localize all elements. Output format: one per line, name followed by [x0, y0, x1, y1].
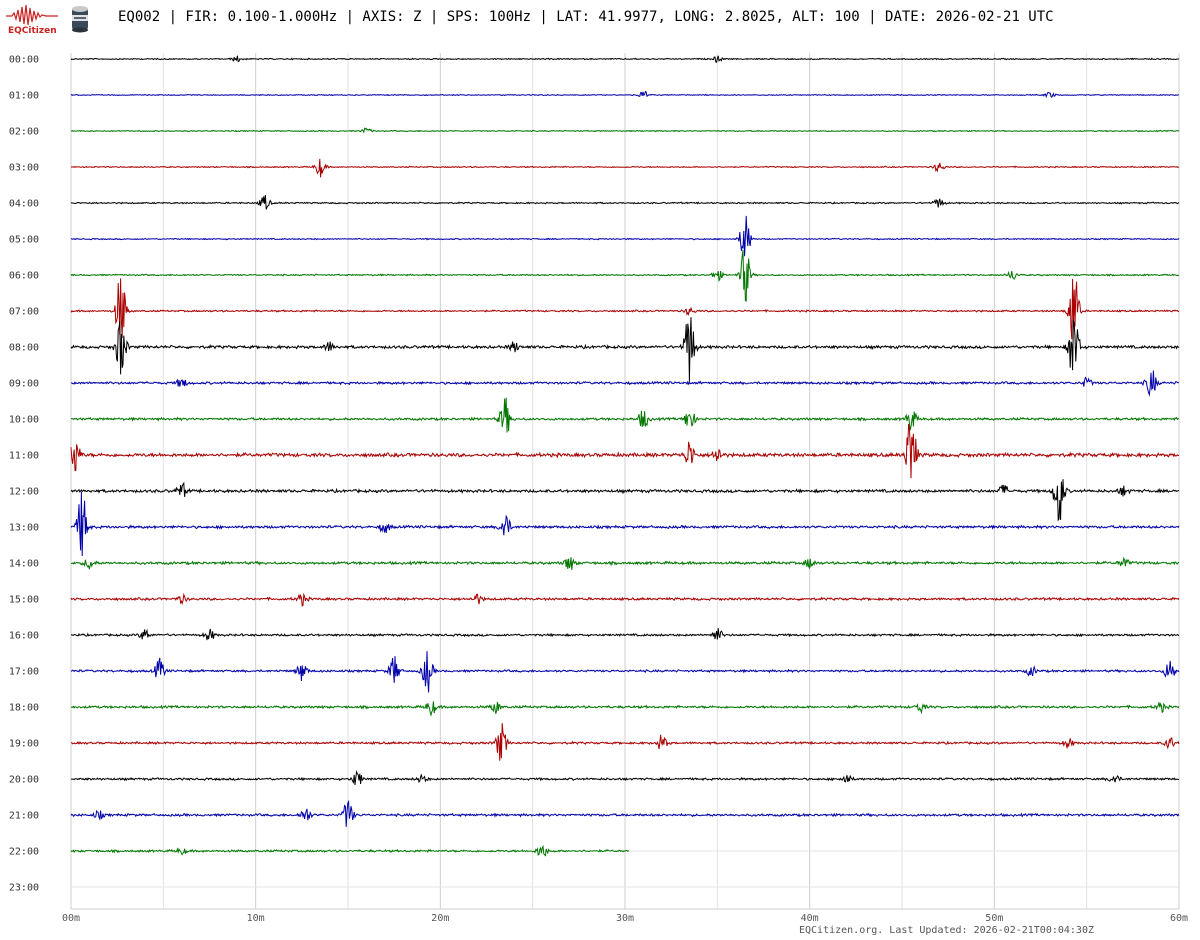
trace-1400: [70, 556, 1180, 570]
hour-label: 04:00: [9, 199, 39, 210]
hour-label: 08:00: [9, 343, 39, 354]
trace-2000: [70, 770, 1180, 785]
x-tick-label: 50m: [985, 913, 1003, 924]
hour-label: 19:00: [9, 739, 39, 750]
hour-label: 17:00: [9, 667, 39, 678]
hour-label: 18:00: [9, 703, 39, 714]
hour-label: 00:00: [9, 55, 39, 66]
trace-0600: [70, 249, 1180, 302]
x-tick-label: 00m: [62, 913, 80, 924]
hour-label: 09:00: [9, 379, 39, 390]
trace-2100: [70, 799, 1180, 827]
minute-labels: 00m 10m 20m 30m 40m 50m 60m: [62, 913, 1188, 924]
trace-1100: [70, 423, 1180, 479]
trace-0200: [70, 127, 1180, 134]
seismometer-device-icon: [72, 6, 88, 33]
logo-text: EQCitizen: [8, 26, 57, 36]
eqcitizen-logo: EQCitizen: [6, 4, 58, 36]
trace-1500: [70, 592, 1180, 607]
hour-label: 14:00: [9, 559, 39, 570]
hour-labels: 00:00 01:00 02:00 03:00 04:00 05:00 06:00 07:00…: [9, 55, 39, 894]
trace-1000: [70, 397, 1179, 433]
trace-0400: [70, 194, 1180, 210]
hour-label: 15:00: [9, 595, 39, 606]
trace-1200: [70, 479, 1180, 522]
trace-0100: [70, 90, 1180, 99]
hour-label: 23:00: [9, 883, 39, 894]
hour-label: 22:00: [9, 847, 39, 858]
grid-layer: [70, 53, 1180, 910]
trace-0000: [70, 55, 1180, 63]
hour-label: 11:00: [9, 451, 39, 462]
hour-label: 12:00: [9, 487, 39, 498]
trace-1700: [70, 651, 1180, 693]
hour-label: 02:00: [9, 127, 39, 138]
trace-0800: [70, 317, 1180, 382]
trace-1800: [70, 701, 1180, 717]
x-tick-label: 60m: [1170, 913, 1188, 924]
hour-label: 21:00: [9, 811, 39, 822]
hour-label: 03:00: [9, 163, 39, 174]
trace-0700: [70, 278, 1180, 340]
x-tick-label: 20m: [431, 913, 449, 924]
hour-label: 20:00: [9, 775, 39, 786]
x-tick-label: 10m: [247, 913, 265, 924]
trace-1600: [70, 628, 1180, 641]
trace-1900: [70, 723, 1180, 761]
trace-2200: [70, 844, 630, 857]
last-updated-note: EQCitizen.org. Last Updated: 2026-02-21T…: [798, 925, 1094, 936]
trace-1300: [70, 491, 1180, 557]
trace-0300: [70, 158, 1180, 178]
trace-0900: [70, 370, 1180, 397]
trace-0500: [70, 215, 1180, 257]
traces: [70, 55, 1180, 857]
hour-label: 01:00: [9, 91, 39, 102]
chart-title: EQ002 | FIR: 0.100-1.000Hz | AXIS: Z | S…: [118, 9, 1054, 25]
x-tick-label: 30m: [616, 913, 634, 924]
hour-label: 05:00: [9, 235, 39, 246]
hour-label: 16:00: [9, 631, 39, 642]
x-tick-label: 40m: [801, 913, 819, 924]
seismic-wave-logo-icon: [6, 4, 58, 26]
hour-label: 06:00: [9, 271, 39, 282]
hour-label: 13:00: [9, 523, 39, 534]
hour-label: 07:00: [9, 307, 39, 318]
hour-label: 10:00: [9, 415, 39, 426]
